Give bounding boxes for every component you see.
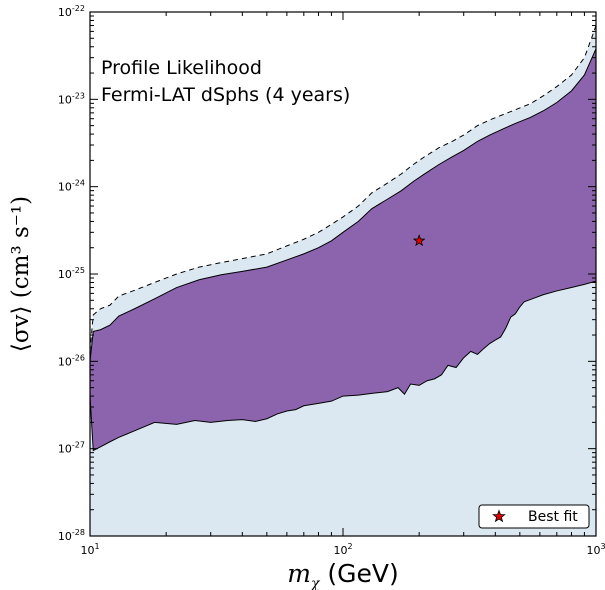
x-axis-label: mχ (GeV) xyxy=(287,559,399,590)
y-tick-label: 10-24 xyxy=(58,179,85,194)
x-tick-label: 102 xyxy=(333,542,352,557)
y-tick-label: 10-23 xyxy=(58,91,85,106)
y-tick-label: 10-26 xyxy=(58,353,85,368)
best-fit-point xyxy=(412,234,426,247)
annotation-line-2: Fermi-LAT dSphs (4 years) xyxy=(101,84,350,106)
plot-frame xyxy=(89,11,597,537)
legend-box xyxy=(478,504,590,529)
outer-band-upper-dashed-line xyxy=(90,25,596,352)
x-tick-label: 103 xyxy=(586,542,605,557)
y-tick-label: 10-25 xyxy=(58,266,85,281)
legend-star-icon xyxy=(492,509,506,523)
y-axis-label: ⟨σv⟩ (cm³ s⁻¹) xyxy=(8,196,34,352)
y-tick-label: 10-27 xyxy=(58,441,85,456)
x-tick-label: 101 xyxy=(80,542,99,557)
legend: Best fit xyxy=(478,504,590,529)
y-tick-label: 10-22 xyxy=(58,4,85,19)
legend-label-best-fit: Best fit xyxy=(528,509,578,525)
inner-confidence-band xyxy=(90,48,596,452)
annotation-line-1: Profile Likelihood xyxy=(101,57,262,79)
y-tick-label: 10-28 xyxy=(58,528,85,543)
